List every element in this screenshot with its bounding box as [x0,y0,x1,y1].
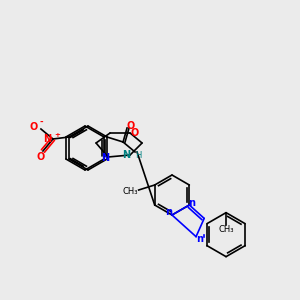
Text: N: N [43,134,51,144]
Text: n: n [188,198,195,208]
Text: +: + [54,132,60,138]
Text: O: O [37,152,45,162]
Text: CH₃: CH₃ [218,225,234,234]
Text: n: n [196,234,203,244]
Text: O: O [127,121,135,131]
Text: n: n [166,207,172,217]
Text: H: H [135,151,141,160]
Text: N: N [122,150,130,160]
Text: O: O [131,128,139,138]
Text: N: N [101,153,109,163]
Text: -: - [39,118,43,127]
Text: CH₃: CH₃ [123,188,138,196]
Text: O: O [30,122,38,132]
